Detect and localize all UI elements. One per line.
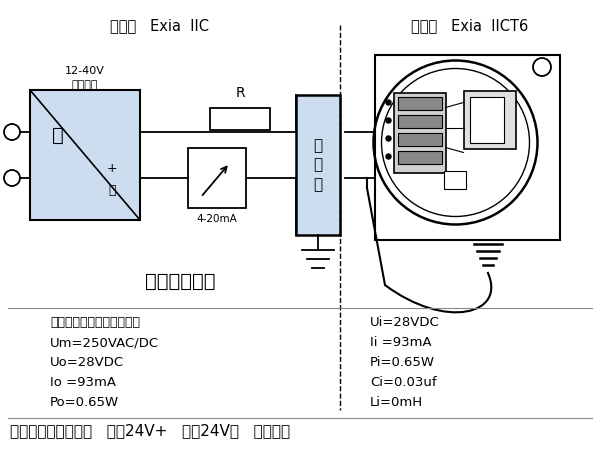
Text: Ui=28VDC: Ui=28VDC <box>370 316 440 329</box>
Text: R: R <box>235 86 245 100</box>
Bar <box>30 90 140 220</box>
Text: 12-40V: 12-40V <box>65 66 105 76</box>
Text: 直流电源: 直流电源 <box>72 80 98 90</box>
Text: 本安型接线图: 本安型接线图 <box>145 272 215 291</box>
Text: 4-20mA: 4-20mA <box>197 214 238 224</box>
Text: 危险区   Exia  IICT6: 危险区 Exia IICT6 <box>412 18 529 33</box>
Text: Ci=0.03uf: Ci=0.03uf <box>370 376 437 389</box>
Text: Li=0mH: Li=0mH <box>370 396 423 409</box>
Bar <box>188 148 246 208</box>
Bar <box>398 150 442 163</box>
Bar <box>398 132 442 145</box>
Circle shape <box>386 136 391 141</box>
Text: （参见安全栅适用说明书）: （参见安全栅适用说明书） <box>50 316 140 329</box>
Text: －: － <box>108 184 116 197</box>
Text: 安全区   Exia  IIC: 安全区 Exia IIC <box>110 18 209 33</box>
Bar <box>394 92 445 172</box>
Bar <box>464 91 515 149</box>
Text: +: + <box>107 162 118 175</box>
Text: Io =93mA: Io =93mA <box>50 376 116 389</box>
Bar <box>375 55 560 240</box>
Text: Uo=28VDC: Uo=28VDC <box>50 356 124 369</box>
Bar <box>398 114 442 128</box>
Bar <box>296 95 340 235</box>
Text: ～: ～ <box>52 126 64 145</box>
Bar <box>443 171 466 189</box>
Text: 安
全
栅: 安 全 栅 <box>313 138 323 192</box>
Bar <box>210 108 270 130</box>
Text: 注：一体化接线方式   红：24V+   蓝：24V－   黑：接地: 注：一体化接线方式 红：24V+ 蓝：24V－ 黑：接地 <box>10 423 290 438</box>
Bar <box>398 97 442 110</box>
Bar <box>470 97 503 142</box>
Circle shape <box>386 100 391 105</box>
Text: Um=250VAC/DC: Um=250VAC/DC <box>50 336 159 349</box>
Circle shape <box>386 154 391 159</box>
Text: Ii =93mA: Ii =93mA <box>370 336 431 349</box>
Circle shape <box>386 118 391 123</box>
Text: Pi=0.65W: Pi=0.65W <box>370 356 435 369</box>
Text: Po=0.65W: Po=0.65W <box>50 396 119 409</box>
